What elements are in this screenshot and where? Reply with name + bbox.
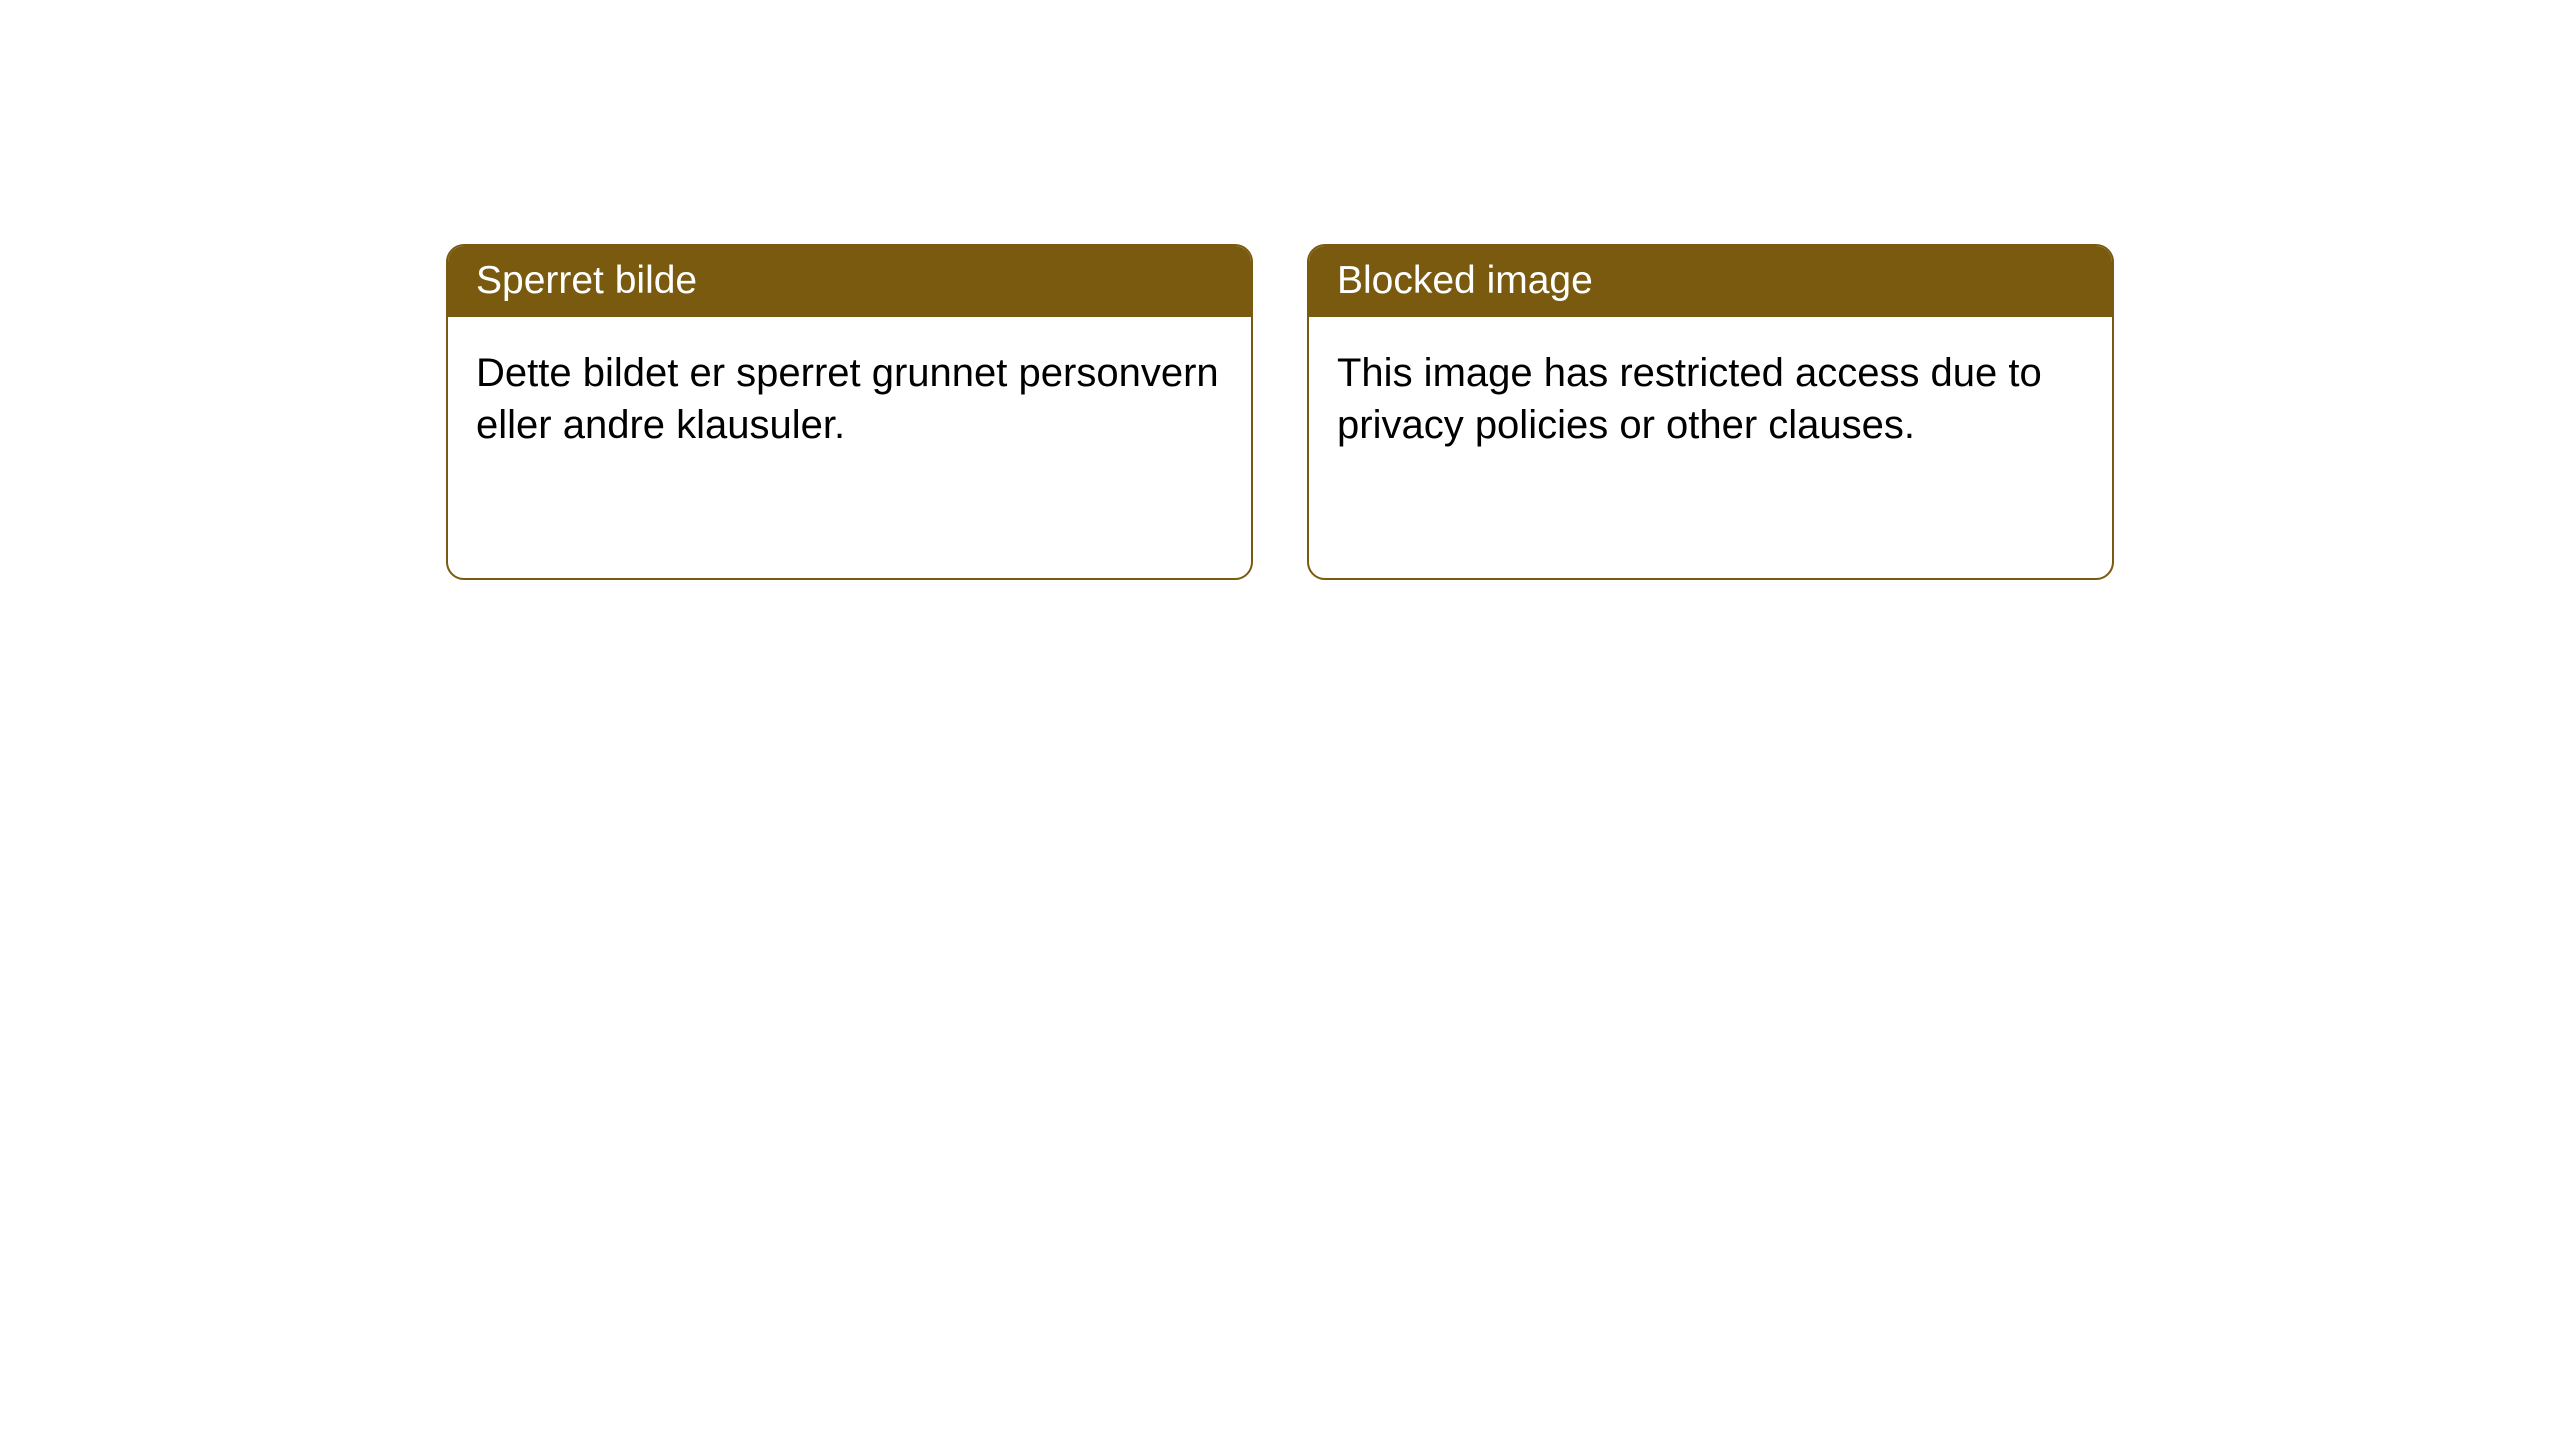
notice-title: Blocked image [1309,246,2112,317]
notice-container: Sperret bilde Dette bildet er sperret gr… [446,244,2114,580]
notice-body: Dette bildet er sperret grunnet personve… [448,317,1251,483]
notice-body: This image has restricted access due to … [1309,317,2112,483]
notice-title: Sperret bilde [448,246,1251,317]
notice-card-norwegian: Sperret bilde Dette bildet er sperret gr… [446,244,1253,580]
notice-card-english: Blocked image This image has restricted … [1307,244,2114,580]
